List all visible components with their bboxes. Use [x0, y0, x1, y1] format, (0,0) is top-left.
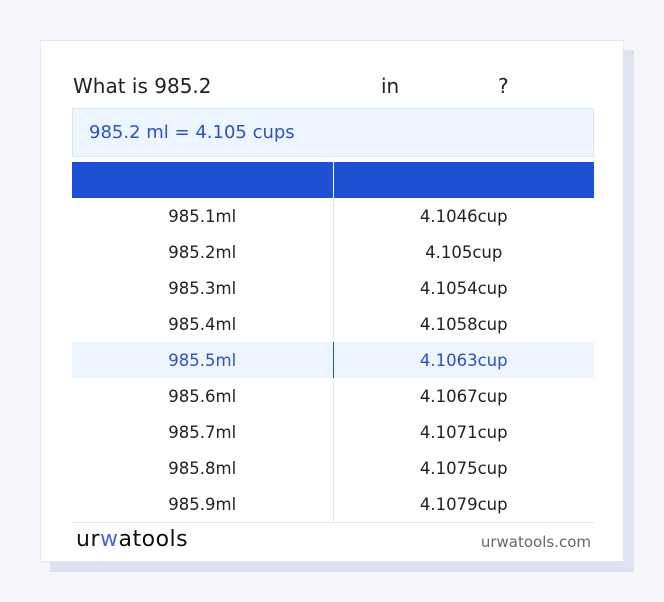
cup-cell: 4.1067cup	[419, 386, 508, 406]
question-prefix: What is 985.2	[73, 74, 212, 98]
ml-cell: 985.3ml	[72, 270, 334, 306]
ml-cell: 985.5ml	[72, 342, 334, 378]
question-suffix: ?	[498, 74, 509, 98]
cup-cell: 4.1063cup	[333, 342, 594, 378]
site-link[interactable]: urwatools.com	[480, 533, 591, 551]
conversion-table: 985.1ml 4.1046cup 985.2ml 4.105cup 985.3ml 4.…	[72, 162, 594, 523]
table-row: 985.7ml 4.1071cup	[72, 414, 594, 450]
ml-cell: 985.2ml	[72, 234, 334, 270]
converter-card: What is 985.2 in ? 985.2 ml = 4.105 cups…	[40, 40, 624, 562]
ml-cell: 985.7ml	[72, 414, 334, 450]
ml-cell: 985.9ml	[72, 486, 334, 523]
table-row: 985.6ml 4.1067cup	[72, 378, 594, 414]
ml-cell: 985.8ml	[72, 450, 334, 486]
cup-cell: 4.1075cup	[419, 458, 508, 478]
header-cup	[333, 162, 594, 198]
table-row: 985.9ml 4.1079cup	[72, 486, 594, 523]
cup-cell: 4.1046cup	[419, 206, 508, 226]
table-row: 985.5ml 4.1063cup	[72, 342, 594, 378]
table-row: 985.2ml 4.105cup	[72, 234, 594, 270]
question-heading: What is 985.2 in ?	[73, 74, 509, 194]
ml-cell: 985.1ml	[72, 198, 334, 234]
cup-cell: 4.105cup	[425, 242, 503, 262]
cup-cell: 4.1054cup	[419, 278, 508, 298]
table-row: 985.1ml 4.1046cup	[72, 198, 594, 234]
urwatools-logo[interactable]: urwatools	[76, 527, 189, 552]
conversion-result: 985.2 ml = 4.105 cups	[72, 108, 594, 157]
question-middle: in	[381, 74, 400, 98]
ml-cell: 985.4ml	[72, 306, 334, 342]
table-row: 985.8ml 4.1075cup	[72, 450, 594, 486]
cup-cell: 4.1058cup	[419, 314, 508, 334]
header-ml	[72, 162, 334, 198]
table-row: 985.3ml 4.1054cup	[72, 270, 594, 306]
ml-cell: 985.6ml	[72, 378, 334, 414]
cup-cell: 4.1079cup	[333, 486, 594, 523]
table-row: 985.4ml 4.1058cup	[72, 306, 594, 342]
cup-cell: 4.1071cup	[419, 422, 508, 442]
